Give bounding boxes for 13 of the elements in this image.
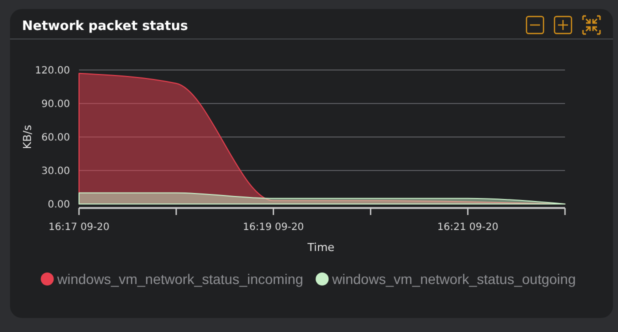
x-axis-title: Time	[306, 241, 335, 254]
x-tick-label: 16:19 09-20	[242, 222, 304, 233]
x-tick-label: 16:17 09-20	[48, 222, 110, 233]
y-tick-label: 0.00	[48, 200, 70, 210]
y-tick-label: 120.00	[35, 66, 70, 76]
y-tick-label: 90.00	[41, 99, 70, 110]
legend-label: windows_vm_network_status_incoming	[56, 271, 304, 287]
x-tick-label: 16:21 09-20	[437, 222, 498, 233]
y-axis-title: KB/s	[21, 124, 34, 150]
y-tick-label: 30.00	[41, 166, 70, 177]
y-tick-label: 60.00	[41, 132, 70, 144]
chart-title: Network packet status	[22, 19, 188, 34]
legend-label: windows_vm_network_status_outgoing	[331, 271, 576, 287]
